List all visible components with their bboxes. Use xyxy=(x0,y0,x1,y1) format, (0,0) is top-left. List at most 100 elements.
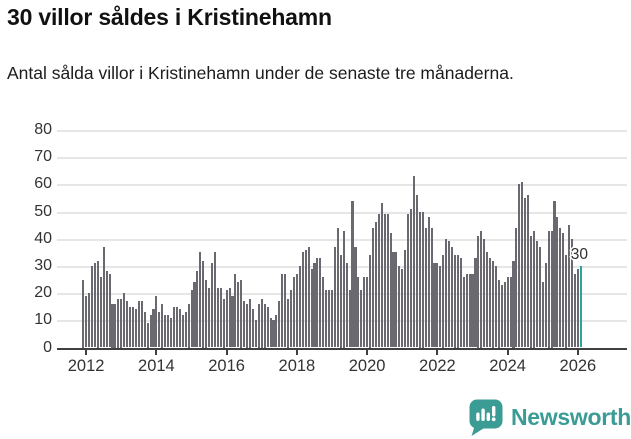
x-axis-tick-label: 2018 xyxy=(278,357,316,375)
bar xyxy=(547,230,550,348)
bar xyxy=(497,279,500,348)
bar xyxy=(325,290,328,348)
bar xyxy=(281,274,284,348)
x-axis-tick-label: 2026 xyxy=(559,357,597,375)
bar xyxy=(442,255,445,348)
bar xyxy=(269,317,272,348)
bar xyxy=(415,195,418,348)
bar xyxy=(374,222,377,348)
newsworthy-wordmark: Newsworthy xyxy=(511,404,631,430)
bar xyxy=(90,265,94,348)
y-axis-tick-label: 0 xyxy=(43,338,52,356)
bar xyxy=(155,295,158,348)
x-axis-line xyxy=(57,347,627,350)
bar xyxy=(506,276,509,348)
bar xyxy=(410,208,413,348)
bar xyxy=(559,227,562,348)
bar xyxy=(260,298,263,348)
bar xyxy=(313,263,316,348)
bar xyxy=(187,304,190,348)
bar xyxy=(427,216,430,348)
newsworthy-logo: Newsworthy xyxy=(468,398,631,437)
bar xyxy=(392,252,395,348)
bar xyxy=(193,282,196,348)
bar xyxy=(184,312,187,348)
x-axis-tick xyxy=(295,350,298,355)
bar xyxy=(535,241,538,348)
bar xyxy=(322,276,325,348)
bar xyxy=(167,314,170,348)
bar xyxy=(237,282,240,348)
bar xyxy=(512,260,515,348)
bar xyxy=(348,290,351,348)
gridline xyxy=(57,238,627,241)
bar xyxy=(225,290,228,348)
bar xyxy=(527,195,530,348)
y-axis-tick-label: 50 xyxy=(34,202,52,220)
bar xyxy=(380,203,383,348)
y-axis-tick-label: 20 xyxy=(34,284,52,302)
bar xyxy=(462,276,465,348)
bar xyxy=(465,274,468,348)
bar xyxy=(181,314,184,348)
x-axis-tick xyxy=(436,350,439,355)
x-axis-tick-label: 2012 xyxy=(67,357,105,375)
bar xyxy=(175,306,178,348)
bar xyxy=(532,230,536,348)
bar xyxy=(571,238,574,348)
bar xyxy=(301,252,304,348)
bar xyxy=(418,211,421,348)
bar xyxy=(474,257,477,348)
bar xyxy=(459,257,462,348)
gridline xyxy=(57,184,627,187)
bar xyxy=(562,233,565,348)
bar xyxy=(483,238,486,348)
bar xyxy=(471,274,474,348)
bar xyxy=(565,255,568,348)
highlight-value-label: 30 xyxy=(570,245,589,263)
bar xyxy=(275,314,278,348)
bar xyxy=(404,249,407,348)
bar xyxy=(328,290,331,348)
bar xyxy=(553,200,556,348)
bar xyxy=(342,230,345,348)
bar xyxy=(351,200,354,348)
bar xyxy=(278,301,281,348)
bar xyxy=(439,265,442,348)
gridline xyxy=(57,157,627,160)
bar xyxy=(216,287,219,348)
bar xyxy=(219,287,222,348)
bar xyxy=(524,197,527,348)
bar xyxy=(108,274,111,348)
bar xyxy=(164,314,167,348)
bar xyxy=(319,257,322,348)
bar xyxy=(448,241,451,348)
bar xyxy=(254,320,257,348)
bar xyxy=(210,263,214,348)
bar xyxy=(284,274,287,348)
x-axis-tick xyxy=(225,350,228,355)
bar xyxy=(456,255,459,348)
bar xyxy=(366,276,369,348)
bar xyxy=(190,290,193,348)
x-axis-tick-label: 2022 xyxy=(419,357,456,375)
bar xyxy=(568,225,571,348)
bar xyxy=(234,274,237,348)
bar xyxy=(131,306,135,348)
x-axis-tick-label: 2014 xyxy=(138,357,175,375)
bar xyxy=(114,304,117,348)
gridline xyxy=(57,293,627,296)
x-axis-tick-label: 2024 xyxy=(489,357,526,375)
bar xyxy=(307,246,310,348)
bar xyxy=(550,230,553,348)
bar xyxy=(573,274,577,348)
bar xyxy=(105,271,108,348)
bar xyxy=(111,304,114,348)
bar xyxy=(480,230,483,348)
bar xyxy=(96,260,99,348)
y-axis-tick-label: 40 xyxy=(34,229,52,247)
bar xyxy=(339,255,342,348)
bar xyxy=(205,279,208,348)
x-axis-tick-label: 2016 xyxy=(208,357,245,375)
